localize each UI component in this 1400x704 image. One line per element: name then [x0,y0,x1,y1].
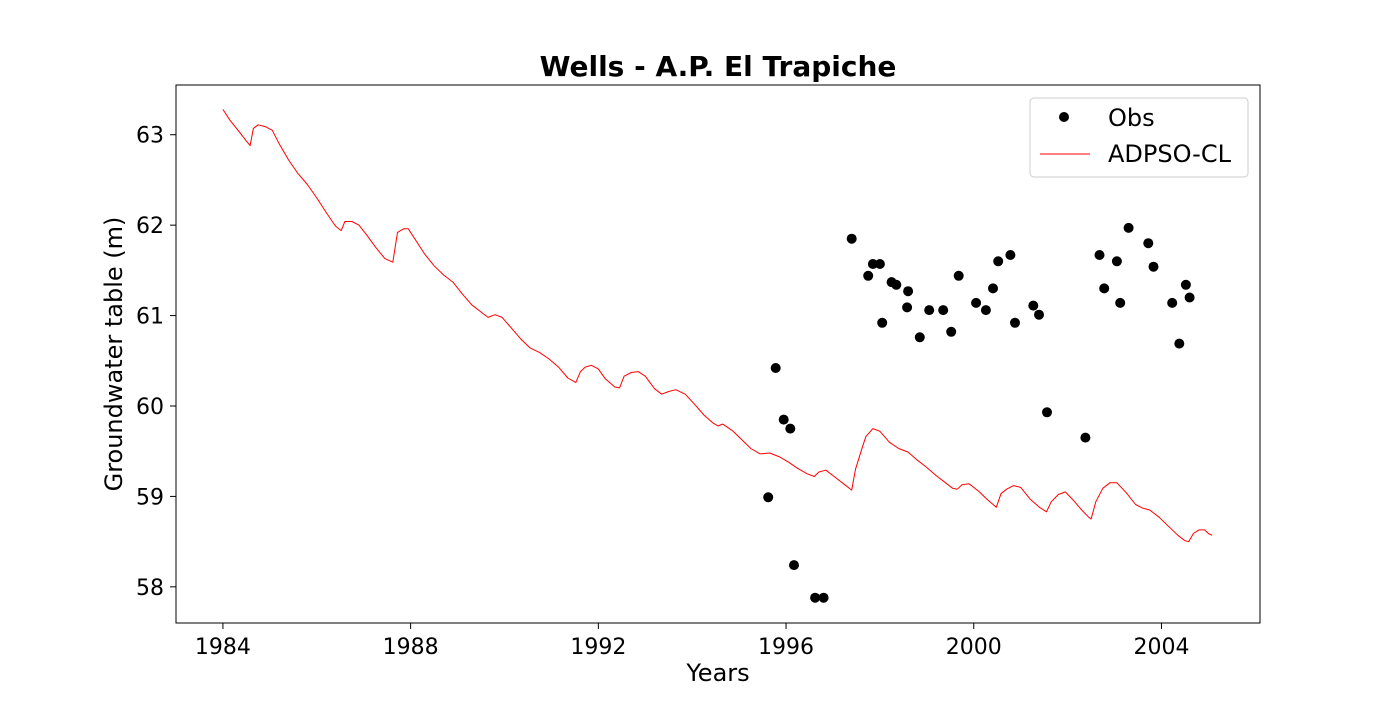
x-tick-label: 1988 [383,635,439,660]
obs-point [924,305,935,316]
x-axis: 1984 1988 1992 1996 2000 2004 [195,623,1189,660]
series-layer [222,109,1213,603]
x-tick-label: 2000 [946,635,1002,660]
obs-point [1005,250,1016,260]
obs-point [1111,256,1122,267]
obs-point [1143,238,1154,249]
obs-point [1010,317,1020,328]
obs-point [1180,279,1191,290]
obs-point [988,283,998,294]
legend-adpso-label: ADPSO-CL [1108,140,1232,168]
obs-point [1148,261,1159,272]
obs-point [902,302,913,313]
x-axis-label: Years [685,659,749,687]
legend-box [1029,97,1249,178]
obs-point [789,560,799,571]
x-tick-label: 1996 [758,635,814,660]
obs-point [1184,292,1195,303]
legend-obs-marker [1059,112,1069,122]
y-tick-label: 62 [136,214,164,239]
obs-point [1028,300,1039,311]
y-tick-label: 58 [136,576,164,601]
obs-point [763,492,774,503]
obs-point [971,297,982,308]
obs-point [1042,407,1052,418]
plot-area-frame [175,84,1261,624]
y-tick-label: 60 [136,395,164,420]
obs-point [1174,338,1185,349]
y-axis: 58 59 60 61 62 63 [136,124,176,601]
adpso-cl-series-line [222,109,1213,543]
y-axis-label: Groundwater table (m) [100,217,128,492]
obs-point [891,279,902,290]
obs-point [867,259,878,269]
obs-point [818,592,829,603]
legend-obs-label: Obs [1108,104,1155,132]
obs-point [863,270,874,281]
obs-point [877,317,888,328]
obs-point [874,259,885,269]
obs-point [938,305,949,316]
obs-point [1034,309,1044,320]
obs-point [846,233,857,244]
legend: Obs ADPSO-CL [1029,97,1249,178]
obs-point [1094,250,1105,260]
x-tick-label: 2004 [1133,635,1189,660]
obs-point [1123,222,1134,233]
obs-point [993,256,1004,267]
obs-point [914,332,925,343]
obs-point [980,305,991,316]
obs-point [785,423,796,434]
x-tick-label: 1984 [195,635,251,660]
chart-title: Wells - A.P. El Trapiche [540,50,897,83]
x-tick-label: 1992 [570,635,626,660]
obs-point [770,363,781,373]
obs-point [946,326,957,337]
obs-point [1099,283,1110,294]
obs-point [1080,432,1091,443]
y-tick-label: 63 [136,124,164,149]
obs-point [810,592,821,603]
obs-point [778,414,789,425]
obs-point [903,286,914,297]
obs-point [953,270,964,281]
obs-point [1167,297,1178,308]
y-tick-label: 61 [136,305,164,330]
y-tick-label: 59 [136,485,164,510]
obs-point [1115,297,1126,308]
